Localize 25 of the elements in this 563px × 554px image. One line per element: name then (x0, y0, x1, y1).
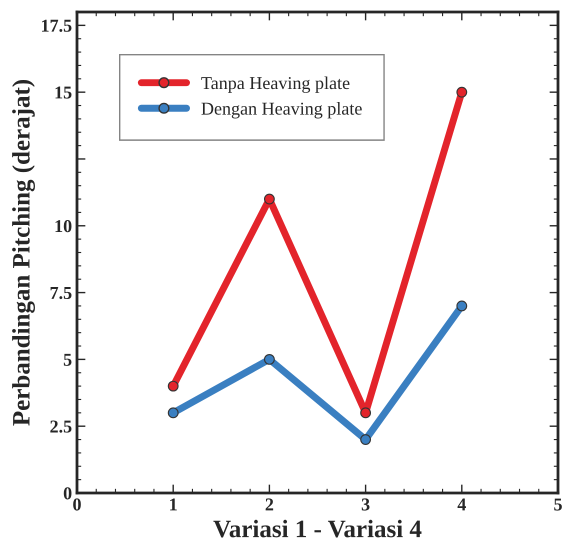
point (456, 300, 468, 312)
point (168, 380, 179, 392)
legend-label: Tanpa Heaving plate (201, 76, 350, 93)
x-axis-title: Variasi 1 - Variasi 4 (213, 520, 422, 538)
point (360, 407, 372, 418)
y-tick-label: 10 (56, 220, 72, 232)
legend-label: Dengan Heaving plate (201, 102, 362, 118)
y-tick-label: 7.5 (50, 287, 72, 300)
x-tick-label: 3 (362, 498, 370, 511)
point (360, 434, 372, 445)
x-tick-label: 2 (266, 498, 274, 510)
y-tick-label: 0 (64, 487, 72, 500)
x-tick-label: 5 (554, 498, 562, 511)
point (264, 194, 275, 204)
y-tick-label: 15 (56, 86, 72, 99)
x-tick-label: 0 (73, 498, 81, 511)
y-tick-label: 17.5 (42, 20, 72, 32)
y-tick-label: 2.5 (50, 420, 72, 433)
point (168, 407, 179, 418)
y-axis-title: Perbandingan Pitching (derajat) (12, 80, 35, 426)
point (456, 86, 468, 98)
x-tick-label: 4 (458, 498, 466, 510)
x-tick-label: 1 (170, 498, 177, 510)
y-tick-label: 5 (64, 354, 72, 366)
point (264, 354, 275, 365)
